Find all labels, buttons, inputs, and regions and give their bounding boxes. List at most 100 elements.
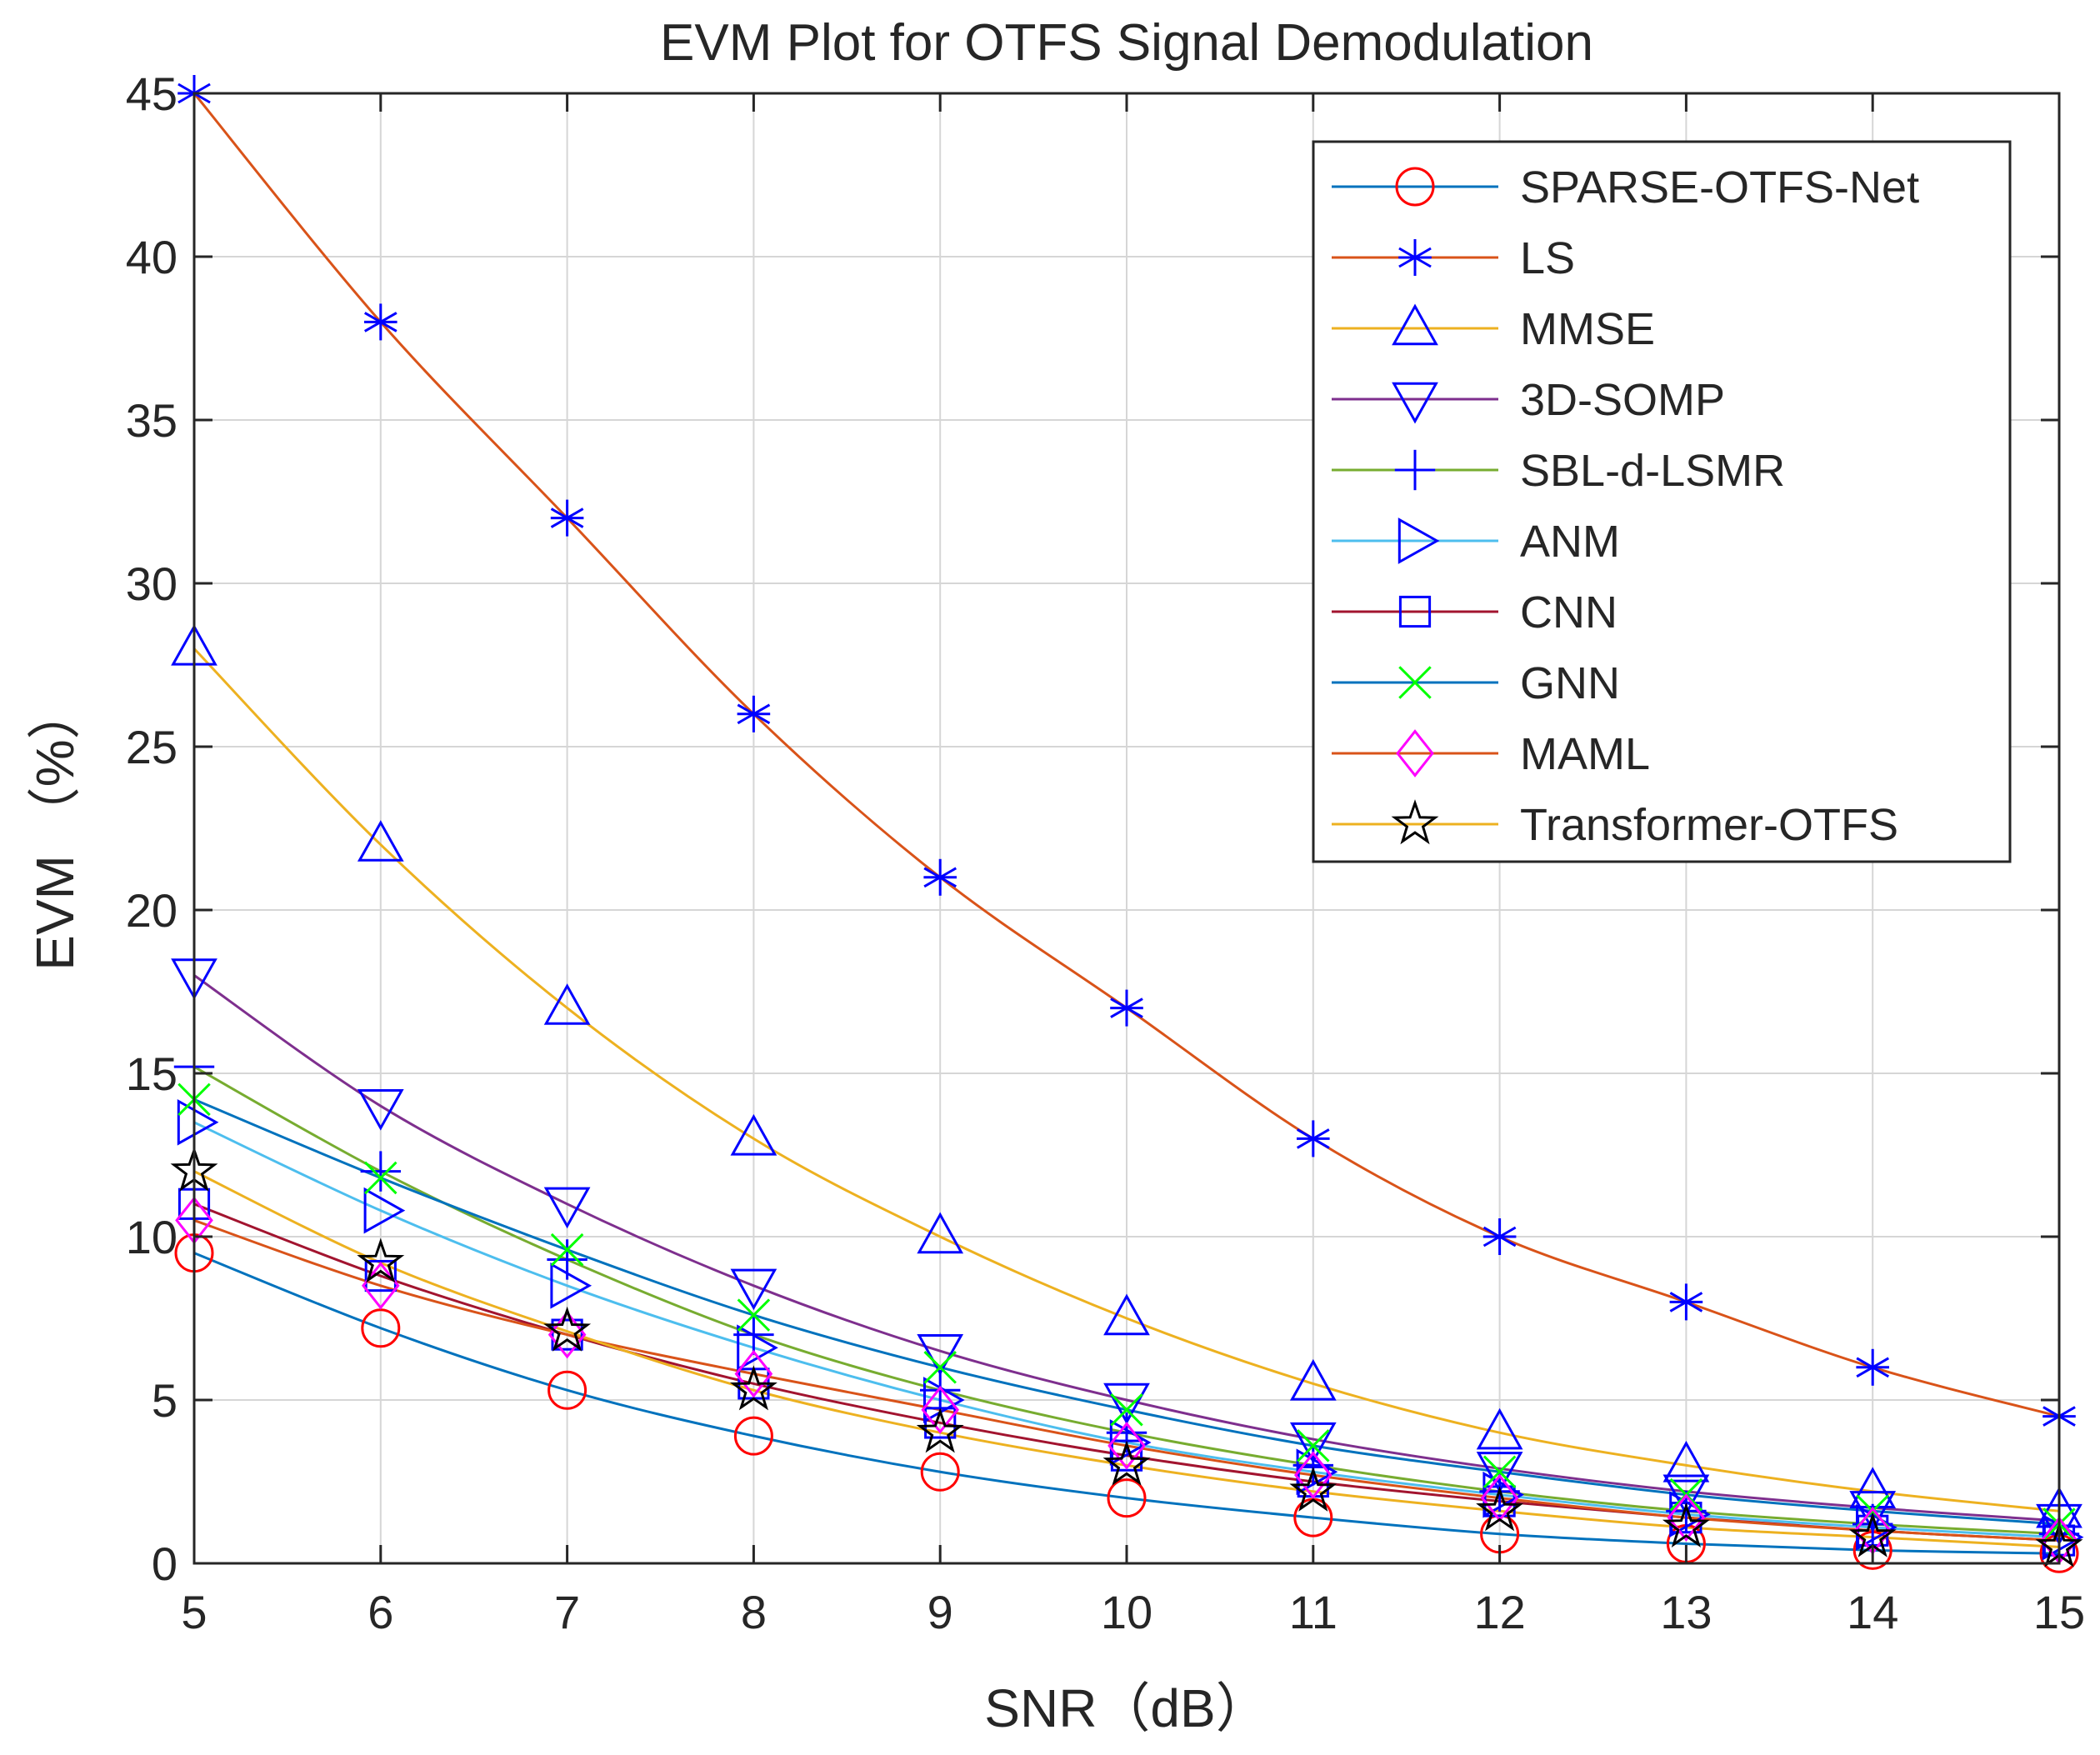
legend-marker-maml [1396, 729, 1434, 778]
legend-marker-cnn [1398, 595, 1432, 628]
y-tick-label: 35 [126, 394, 178, 447]
data-point-maml [1667, 1493, 1706, 1542]
legend-label-sbl-d-lsmr: SBL-d-LSMR [1520, 446, 1785, 496]
data-point-maml [1293, 1451, 1332, 1499]
x-tick-label: 14 [1847, 1586, 1898, 1638]
x-axis-label: SNR（dB） [984, 1678, 1268, 1738]
data-point-transformer-otfs [1476, 1486, 1524, 1532]
data-point-ls [737, 695, 771, 732]
data-point-gnn [923, 1351, 957, 1384]
legend: SPARSE-OTFS-Net LS MMSE 3D-SOMP SBL-d-LSMR AN… [1312, 140, 2012, 863]
data-point-sparse-otfs-net [733, 1416, 773, 1456]
series-line-sparse-otfs-net [193, 1252, 2060, 1555]
data-point-mmse [357, 820, 404, 862]
legend-marker-gnn [1398, 666, 1432, 699]
y-axis-label: EVM （%） [25, 686, 85, 970]
y-tick-label: 45 [126, 68, 178, 120]
legend-label-gnn: GNN [1520, 658, 1620, 708]
data-point-3d-somp [917, 1334, 964, 1376]
data-point-transformer-otfs [1102, 1440, 1151, 1486]
data-point-3d-somp [1103, 1382, 1150, 1425]
legend-label-mmse: MMSE [1520, 304, 1655, 354]
legend-label-ls: LS [1520, 233, 1575, 283]
x-tick-label: 11 [1289, 1586, 1338, 1638]
data-point-transformer-otfs [729, 1365, 778, 1411]
data-point-anm [363, 1187, 406, 1234]
data-point-ls [1296, 1120, 1330, 1158]
y-tick-label: 25 [126, 721, 178, 773]
series-line-mmse [192, 648, 2060, 1512]
data-point-ls [1856, 1348, 1890, 1386]
data-point-mmse [1662, 1440, 1710, 1482]
legend-marker-mmse [1392, 303, 1438, 346]
data-point-mmse [1476, 1408, 1523, 1450]
data-point-gnn [737, 1298, 771, 1332]
x-tick-label: 7 [554, 1586, 580, 1638]
data-point-gnn [550, 1232, 584, 1267]
x-tick-label: 15 [2033, 1586, 2085, 1638]
legend-label-transformer-otfs: Transformer-OTFS [1520, 800, 1898, 850]
y-tick-label: 10 [126, 1211, 178, 1263]
legend-marker-transformer-otfs [1391, 799, 1439, 845]
data-point-cnn [364, 1259, 397, 1292]
data-point-3d-somp [730, 1268, 778, 1311]
data-point-gnn [364, 1161, 398, 1195]
data-point-gnn [1110, 1392, 1143, 1427]
data-point-3d-somp [543, 1187, 591, 1229]
data-point-sbl-d-lsmr [360, 1151, 401, 1192]
data-point-cnn [551, 1318, 583, 1351]
data-point-anm [923, 1377, 965, 1423]
data-point-maml [1108, 1422, 1146, 1470]
legend-marker-ls [1398, 239, 1432, 276]
data-point-gnn [1297, 1429, 1330, 1462]
series-line-transformer-otfs [193, 1170, 2060, 1548]
legend-label-cnn: CNN [1520, 588, 1618, 638]
x-tick-label: 6 [368, 1586, 393, 1638]
data-point-transformer-otfs [916, 1408, 964, 1453]
x-tick-label: 13 [1660, 1586, 1712, 1638]
data-point-anm [550, 1262, 592, 1309]
data-point-ls [1482, 1218, 1517, 1255]
data-point-sparse-otfs-net [548, 1370, 588, 1410]
legend-label-sparse-otfs-net: SPARSE-OTFS-Net [1520, 162, 1919, 212]
data-point-maml [734, 1349, 773, 1398]
data-point-sparse-otfs-net [361, 1308, 401, 1348]
data-point-gnn [1482, 1455, 1517, 1489]
x-tick-label: 5 [181, 1586, 207, 1638]
data-point-transformer-otfs [543, 1306, 592, 1352]
legend-marker-sbl-d-lsmr [1394, 449, 1436, 491]
data-point-mmse [730, 1113, 778, 1156]
data-point-3d-somp [1289, 1422, 1337, 1464]
data-point-anm [737, 1324, 778, 1372]
legend-label-maml: MAML [1520, 729, 1650, 779]
data-point-sparse-otfs-net [920, 1452, 960, 1492]
legend-box [1312, 140, 2012, 863]
legend-marker-3d-somp [1392, 382, 1438, 424]
y-tick-label: 20 [126, 884, 178, 937]
chart-title: EVM Plot for OTFS Signal Demodulation [660, 14, 1593, 72]
data-point-mmse [1289, 1358, 1337, 1401]
y-tick-label: 0 [152, 1538, 178, 1590]
data-point-sparse-otfs-net [1107, 1478, 1147, 1518]
data-point-mmse [543, 983, 591, 1025]
data-point-3d-somp [357, 1089, 404, 1131]
data-point-ls [1110, 989, 1143, 1027]
y-tick-label: 15 [126, 1048, 178, 1100]
data-point-transformer-otfs [1289, 1466, 1338, 1512]
data-point-mmse [917, 1212, 964, 1254]
data-point-3d-somp [1849, 1491, 1897, 1532]
data-point-maml [548, 1310, 587, 1359]
data-point-transformer-otfs [357, 1238, 405, 1283]
legend-label-anm: ANM [1520, 517, 1620, 567]
x-tick-label: 9 [928, 1586, 953, 1638]
data-point-sbl-d-lsmr [920, 1370, 961, 1411]
data-point-ls [363, 303, 398, 341]
data-point-3d-somp [1476, 1452, 1523, 1493]
legend-marker-sparse-otfs-net [1395, 167, 1435, 207]
series-line-3d-somp [193, 974, 2060, 1522]
x-tick-label: 8 [741, 1586, 767, 1638]
y-tick-label: 5 [152, 1374, 178, 1427]
